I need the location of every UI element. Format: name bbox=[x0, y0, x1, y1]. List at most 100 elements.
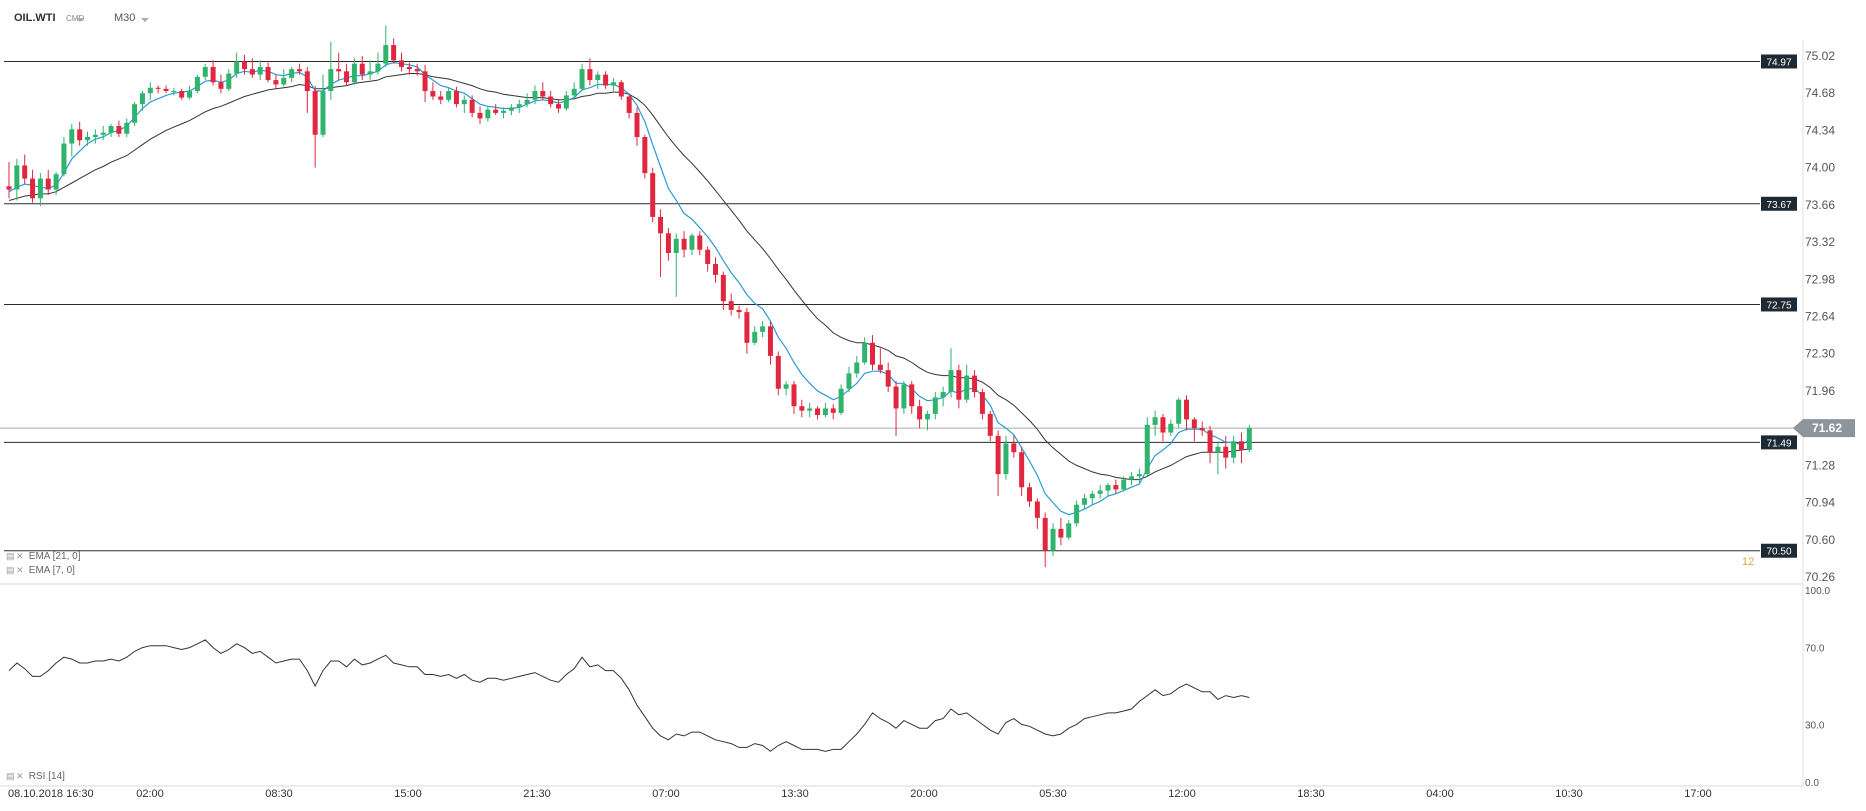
candle-body[interactable] bbox=[720, 274, 726, 302]
candle-body[interactable] bbox=[548, 96, 554, 105]
source-dropdown-caret-icon[interactable] bbox=[76, 18, 84, 22]
candle-body[interactable] bbox=[1081, 498, 1087, 505]
candle-body[interactable] bbox=[1074, 504, 1080, 524]
candle-body[interactable] bbox=[351, 63, 357, 83]
candle-body[interactable] bbox=[1066, 523, 1072, 538]
candle-body[interactable] bbox=[1160, 417, 1166, 433]
candle-body[interactable] bbox=[422, 71, 428, 92]
candle-body[interactable] bbox=[406, 66, 412, 70]
candle-body[interactable] bbox=[1011, 443, 1017, 453]
candle-body[interactable] bbox=[163, 88, 169, 92]
candle-body[interactable] bbox=[626, 96, 632, 113]
candle-body[interactable] bbox=[532, 91, 538, 100]
candle-body[interactable] bbox=[893, 386, 899, 409]
candle-body[interactable] bbox=[383, 45, 389, 64]
candle-body[interactable] bbox=[1129, 476, 1135, 480]
candle-body[interactable] bbox=[1199, 428, 1205, 431]
candle-body[interactable] bbox=[1121, 479, 1127, 490]
candle-body[interactable] bbox=[665, 233, 671, 254]
timeframe-label[interactable]: M30 bbox=[114, 12, 136, 24]
candle-body[interactable] bbox=[477, 112, 483, 119]
candle-body[interactable] bbox=[187, 91, 193, 98]
timeframe-dropdown-caret-icon[interactable] bbox=[141, 18, 149, 22]
candle-body[interactable] bbox=[1136, 474, 1142, 477]
candle-body[interactable] bbox=[901, 384, 907, 409]
candle-body[interactable] bbox=[1223, 446, 1229, 458]
candle-body[interactable] bbox=[587, 69, 593, 81]
settings-icon[interactable]: ▤ bbox=[6, 771, 15, 781]
candle-body[interactable] bbox=[556, 104, 561, 109]
candle-body[interactable] bbox=[1034, 501, 1040, 518]
candle-body[interactable] bbox=[53, 174, 59, 190]
candle-body[interactable] bbox=[681, 238, 687, 250]
candle-body[interactable] bbox=[563, 95, 569, 109]
candle-body[interactable] bbox=[493, 109, 499, 113]
candle-body[interactable] bbox=[948, 370, 954, 393]
candle-body[interactable] bbox=[202, 66, 208, 77]
candle-body[interactable] bbox=[37, 178, 43, 199]
candle-body[interactable] bbox=[940, 392, 946, 398]
candle-body[interactable] bbox=[344, 71, 350, 83]
candle-body[interactable] bbox=[815, 408, 821, 416]
candle-body[interactable] bbox=[375, 63, 381, 72]
candle-body[interactable] bbox=[171, 91, 177, 93]
candle-body[interactable] bbox=[304, 71, 310, 92]
candle-body[interactable] bbox=[571, 88, 577, 96]
candle-body[interactable] bbox=[124, 122, 130, 134]
candle-body[interactable] bbox=[783, 384, 789, 389]
candle-body[interactable] bbox=[391, 45, 397, 61]
candle-body[interactable] bbox=[650, 173, 656, 217]
candle-body[interactable] bbox=[1191, 419, 1197, 429]
candle-body[interactable] bbox=[257, 66, 263, 75]
close-icon[interactable]: ✕ bbox=[16, 565, 24, 575]
candle-body[interactable] bbox=[234, 61, 240, 74]
candle-body[interactable] bbox=[516, 104, 522, 108]
settings-icon[interactable]: ▤ bbox=[6, 565, 15, 575]
candle-body[interactable] bbox=[320, 91, 326, 135]
candle-body[interactable] bbox=[14, 165, 20, 190]
candle-body[interactable] bbox=[100, 132, 106, 135]
candle-body[interactable] bbox=[296, 69, 302, 72]
candle-body[interactable] bbox=[728, 301, 734, 310]
candle-body[interactable] bbox=[524, 99, 530, 105]
candle-body[interactable] bbox=[713, 263, 718, 275]
candle-body[interactable] bbox=[1168, 423, 1174, 433]
candle-body[interactable] bbox=[689, 235, 695, 250]
candle-body[interactable] bbox=[453, 91, 459, 105]
candle-body[interactable] bbox=[870, 342, 875, 365]
candle-body[interactable] bbox=[610, 82, 616, 86]
candle-body[interactable] bbox=[210, 66, 216, 83]
candle-body[interactable] bbox=[359, 63, 365, 75]
candle-body[interactable] bbox=[438, 96, 444, 100]
candle-body[interactable] bbox=[328, 69, 334, 92]
candle-body[interactable] bbox=[367, 71, 373, 75]
candle-body[interactable] bbox=[508, 107, 514, 111]
candle-body[interactable] bbox=[1176, 399, 1182, 424]
candle-body[interactable] bbox=[155, 87, 161, 89]
candle-body[interactable] bbox=[226, 73, 232, 89]
candle-body[interactable] bbox=[854, 362, 860, 374]
candle-body[interactable] bbox=[1184, 399, 1189, 420]
candle-body[interactable] bbox=[399, 60, 404, 67]
close-icon[interactable]: ✕ bbox=[16, 551, 24, 561]
candle-body[interactable] bbox=[760, 326, 766, 332]
candle-body[interactable] bbox=[752, 331, 758, 343]
candle-body[interactable] bbox=[618, 82, 624, 97]
candle-body[interactable] bbox=[909, 384, 915, 407]
candle-body[interactable] bbox=[116, 126, 122, 134]
candle-body[interactable] bbox=[1089, 493, 1095, 499]
candle-body[interactable] bbox=[92, 134, 98, 137]
candle-body[interactable] bbox=[767, 326, 773, 356]
candle-body[interactable] bbox=[1003, 443, 1009, 475]
candle-body[interactable] bbox=[658, 216, 664, 234]
settings-icon[interactable]: ▤ bbox=[6, 551, 15, 561]
candle-body[interactable] bbox=[22, 165, 28, 179]
candle-body[interactable] bbox=[1058, 528, 1064, 538]
candle-body[interactable] bbox=[956, 370, 962, 400]
candle-body[interactable] bbox=[1042, 517, 1048, 551]
candle-body[interactable] bbox=[461, 99, 467, 105]
candle-body[interactable] bbox=[744, 312, 750, 343]
candle-body[interactable] bbox=[917, 406, 923, 420]
candle-body[interactable] bbox=[1113, 485, 1119, 490]
candle-body[interactable] bbox=[642, 136, 648, 174]
